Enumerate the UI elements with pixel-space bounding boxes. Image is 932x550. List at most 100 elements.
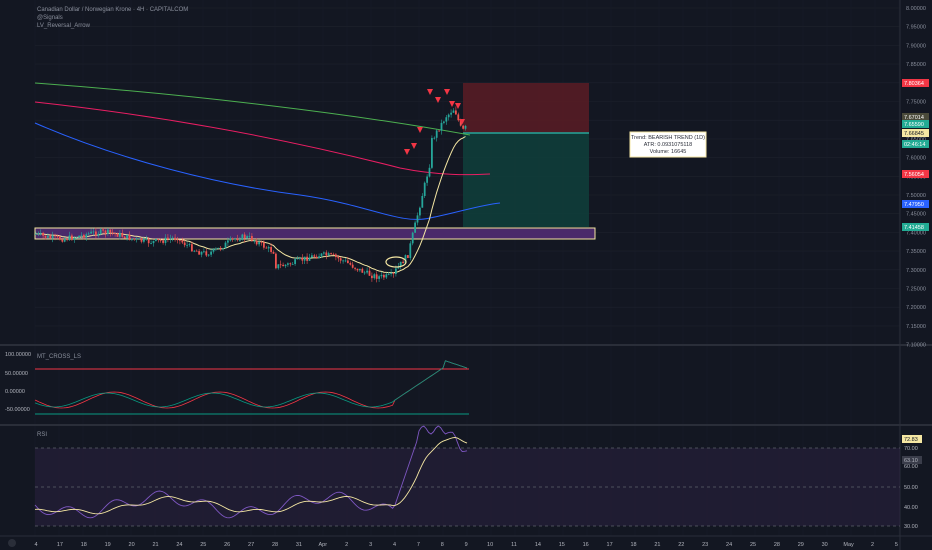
header-line-2: @Signals xyxy=(37,15,63,21)
sell-arrows xyxy=(404,89,465,155)
osc-tick: 0.00000 xyxy=(5,389,25,395)
candles xyxy=(35,106,467,283)
rsi-lines xyxy=(34,425,468,519)
price-tick: 8.00000 xyxy=(906,6,926,12)
osc-tick: 100.00000 xyxy=(5,352,31,358)
price-badge: 7.41458 xyxy=(904,225,924,231)
time-tick: 23 xyxy=(702,542,708,548)
time-tick: 4 xyxy=(34,542,37,548)
price-badge: 7.56054 xyxy=(904,172,924,178)
rsi-tick: 40.00 xyxy=(904,505,918,511)
price-tick: 7.60000 xyxy=(906,156,926,162)
chart-header: Canadian Dollar / Norwegian Krone · 4H ·… xyxy=(37,7,188,29)
time-tick: 21 xyxy=(152,542,158,548)
time-tick: 31 xyxy=(296,542,302,548)
ma-red-line xyxy=(34,101,491,176)
rsi-tick: 60.00 xyxy=(904,464,918,470)
price-tick: 7.50000 xyxy=(906,193,926,199)
time-tick: 17 xyxy=(57,542,63,548)
price-badge: 02:46:14 xyxy=(904,142,925,148)
time-tick: 18 xyxy=(81,542,87,548)
oscillator-panel[interactable]: MT_CROSS_LS 100.00000 50.00000 0.00000 -50.… xyxy=(5,352,469,415)
price-tick: 7.75000 xyxy=(906,100,926,106)
down-triangle-icon xyxy=(449,101,455,107)
info-atr: ATR: 0.0931075118 xyxy=(644,142,692,148)
symbol-title: Canadian Dollar / Norwegian Krone · 4H ·… xyxy=(37,7,188,13)
down-triangle-icon xyxy=(427,89,433,95)
osc-axis: 100.00000 50.00000 0.00000 -50.00000 xyxy=(5,352,31,413)
time-axis[interactable]: 4 17 18 19 20 21 24 25 26 27 28 31 Apr 2 3 4 7 8 9 10 11 14 15… xyxy=(34,542,897,548)
time-tick: 18 xyxy=(630,542,636,548)
price-badge: 7.47950 xyxy=(904,202,924,208)
time-tick: 4 xyxy=(393,542,396,548)
price-tick: 7.90000 xyxy=(906,43,926,49)
time-tick: 28 xyxy=(272,542,278,548)
ma-green-line xyxy=(34,82,471,136)
stop-loss-zone[interactable] xyxy=(463,83,589,133)
time-tick: 3 xyxy=(369,542,372,548)
time-tick: May xyxy=(843,542,854,548)
support-zone[interactable] xyxy=(34,227,596,240)
time-tick: 27 xyxy=(248,542,254,548)
price-tick: 7.65000 xyxy=(906,137,926,143)
time-tick: 28 xyxy=(774,542,780,548)
osc-tick: -50.00000 xyxy=(5,407,30,413)
rsi-tick: 63.10 xyxy=(904,458,918,464)
rsi-tick: 50.00 xyxy=(904,485,918,491)
price-tick: 7.10000 xyxy=(906,343,926,349)
time-tick: 25 xyxy=(200,542,206,548)
time-tick: 15 xyxy=(559,542,565,548)
time-tick: 24 xyxy=(176,542,182,548)
down-triangle-icon xyxy=(459,119,465,125)
time-tick: 10 xyxy=(487,542,493,548)
price-tick: 7.20000 xyxy=(906,305,926,311)
time-tick: 22 xyxy=(678,542,684,548)
down-triangle-icon xyxy=(444,89,450,95)
rsi-tick: 70.00 xyxy=(904,446,918,452)
rsi-title: RSI xyxy=(37,432,47,438)
price-tick: 7.15000 xyxy=(906,324,926,330)
time-tick: 26 xyxy=(224,542,230,548)
time-tick: 19 xyxy=(105,542,111,548)
time-tick: 16 xyxy=(583,542,589,548)
osc-lines xyxy=(34,360,468,409)
time-tick: 14 xyxy=(535,542,541,548)
rsi-tick: 72.83 xyxy=(904,437,918,443)
time-tick: 2 xyxy=(871,542,874,548)
time-tick: 25 xyxy=(750,542,756,548)
time-tick: 7 xyxy=(417,542,420,548)
down-triangle-icon xyxy=(435,97,441,103)
gear-icon[interactable] xyxy=(8,539,16,547)
indicator-name: LV_Reversal_Arrow xyxy=(37,23,91,29)
breakout-circle xyxy=(385,256,407,268)
price-badge: 7.80364 xyxy=(904,81,924,87)
time-tick: 9 xyxy=(465,542,468,548)
take-profit-zone[interactable] xyxy=(463,133,589,227)
osc-title: MT_CROSS_LS xyxy=(37,354,81,360)
down-triangle-icon xyxy=(417,127,423,133)
time-tick: 29 xyxy=(798,542,804,548)
price-tick: 7.95000 xyxy=(906,25,926,31)
price-tick: 7.85000 xyxy=(906,62,926,68)
down-triangle-icon xyxy=(411,143,417,149)
rsi-ma-line xyxy=(34,437,468,515)
time-tick: 8 xyxy=(441,542,444,548)
price-tick: 7.25000 xyxy=(906,287,926,293)
price-tick: 7.40000 xyxy=(906,230,926,236)
down-triangle-icon xyxy=(455,103,461,109)
time-tick: Apr xyxy=(319,542,328,548)
info-trend: Trend: BEARISH TREND (1D) xyxy=(631,135,705,141)
time-tick: 24 xyxy=(726,542,732,548)
price-badge: 7.65590 xyxy=(904,122,924,128)
time-tick: 11 xyxy=(511,542,517,548)
time-tick: 17 xyxy=(607,542,613,548)
time-tick: 21 xyxy=(654,542,660,548)
time-tick: 5 xyxy=(895,542,898,548)
time-tick: 2 xyxy=(345,542,348,548)
down-triangle-icon xyxy=(404,149,410,155)
rsi-tick: 30.00 xyxy=(904,524,918,530)
price-tick: 7.45000 xyxy=(906,212,926,218)
